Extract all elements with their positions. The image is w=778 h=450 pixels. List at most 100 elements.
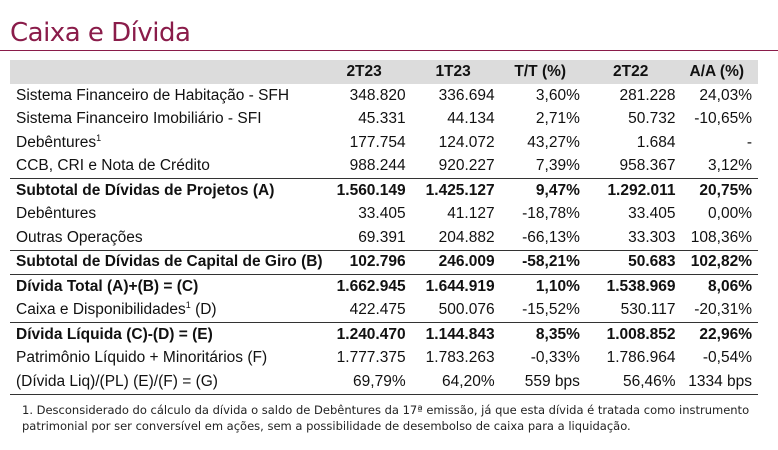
- row-label-text: Dívida Total (A)+(B) = (C): [16, 277, 199, 295]
- cell-aa: -20,31%: [694, 301, 752, 319]
- cell-aa: 24,03%: [699, 86, 752, 104]
- cell-tt: 2,71%: [535, 110, 580, 128]
- row-label-text: Sistema Financeiro Imobiliário - SFI: [16, 110, 262, 128]
- cell-aa: -: [746, 133, 752, 151]
- header-aa: A/A (%): [681, 60, 758, 84]
- cell-tt: -0,33%: [530, 349, 580, 367]
- cell-2t22: 281.228: [619, 86, 676, 104]
- cell-2t23: 988.244: [349, 157, 406, 175]
- table-row: Subtotal de Dívidas de Projetos (A) 1.560…: [10, 178, 758, 203]
- row-label-suffix: (D): [190, 301, 217, 319]
- cell-aa: 22,96%: [681, 322, 758, 347]
- row-label-text: Debêntures: [16, 205, 97, 223]
- row-label-text: Caixa e Disponibilidades: [16, 301, 186, 319]
- cell-1t23: 920.227: [438, 157, 495, 175]
- row-label-text: Debêntures: [16, 133, 97, 151]
- debt-table: 2T23 1T23 T/T (%) 2T22 A/A (%) Sistema F…: [10, 60, 758, 395]
- cell-1t23: 41.127: [447, 205, 495, 223]
- cell-2t22: 1.008.852: [585, 322, 682, 347]
- table-row: Sistema Financeiro Imobiliário - SFI 45.3…: [10, 108, 758, 132]
- table-row: Dívida Total (A)+(B) = (C) 1.662.945 1.644…: [10, 274, 758, 299]
- cell-tt: -18,78%: [522, 205, 580, 223]
- cell-2t22: 33.303: [628, 228, 676, 246]
- table-row: Caixa e Disponibilidades1 (D) 422.475 500.…: [10, 299, 758, 323]
- cell-1t23: 124.072: [438, 133, 495, 151]
- footnote-marker: 1: [185, 300, 191, 311]
- cell-2t22: 1.684: [636, 133, 676, 151]
- cell-aa: 3,12%: [708, 157, 752, 175]
- row-label: Debêntures1: [10, 131, 323, 155]
- cell-aa: -10,65%: [694, 110, 752, 128]
- row-label: Sistema Financeiro Imobiliário - SFI: [10, 108, 323, 132]
- cell-2t23: 69,79%: [322, 370, 412, 395]
- cell-2t22: 50.683: [585, 249, 682, 275]
- row-label-text: Subtotal de Dívidas de Capital de Giro (…: [16, 253, 323, 271]
- row-label-text: CCB, CRI e Nota de Crédito: [16, 157, 210, 175]
- page-title: Caixa e Dívida: [10, 18, 191, 48]
- cell-aa: -0,54%: [702, 349, 752, 367]
- cell-2t23: 1.240.470: [322, 322, 412, 347]
- row-label: Subtotal de Dívidas de Capital de Giro (…: [10, 249, 323, 275]
- cell-1t23: 1.425.127: [411, 178, 501, 203]
- table-body: Sistema Financeiro de Habitação - SFH 348…: [10, 84, 758, 395]
- cell-1t23: 336.694: [438, 86, 495, 104]
- cell-2t23: 1.662.945: [322, 274, 412, 299]
- cell-1t23: 1.144.843: [411, 322, 501, 347]
- cell-tt: -66,13%: [522, 228, 580, 246]
- cell-2t23: 45.331: [358, 110, 406, 128]
- cell-tt: 8,35%: [500, 322, 586, 347]
- cell-tt: -15,52%: [522, 301, 580, 319]
- row-label: Outras Operações: [10, 226, 323, 250]
- cell-2t22: 56,46%: [585, 370, 682, 395]
- table-row: Sistema Financeiro de Habitação - SFH 348…: [10, 84, 758, 108]
- cell-tt: 559 bps: [500, 370, 586, 395]
- row-label-text: Dívida Líquida (C)-(D) = (E): [16, 325, 213, 343]
- cell-tt: -58,21%: [500, 249, 586, 275]
- cell-aa: 8,06%: [681, 274, 758, 299]
- cell-tt: 1,10%: [500, 274, 586, 299]
- cell-aa: 0,00%: [708, 205, 752, 223]
- cell-aa: 108,36%: [690, 228, 752, 246]
- header-label: [10, 60, 323, 84]
- cell-aa: 102,82%: [681, 249, 758, 275]
- table-row: Debêntures1 177.754 124.072 43,27% 1.684 -: [10, 131, 758, 155]
- row-label: Dívida Total (A)+(B) = (C): [10, 274, 323, 299]
- row-label: Subtotal de Dívidas de Projetos (A): [10, 178, 323, 203]
- footnote-marker: 1: [96, 132, 102, 143]
- table-row: CCB, CRI e Nota de Crédito 988.244 920.227…: [10, 155, 758, 179]
- row-label: Dívida Líquida (C)-(D) = (E): [10, 322, 323, 347]
- cell-1t23: 500.076: [438, 301, 495, 319]
- footnote: 1. Desconsiderado do cálculo da dívida o…: [22, 403, 750, 433]
- table-row: Patrimônio Líquido + Minoritários (F) 1.7…: [10, 347, 758, 371]
- table-row: Subtotal de Dívidas de Capital de Giro (…: [10, 249, 758, 275]
- row-label: (Dívida Liq)/(PL) (E)/(F) = (G): [10, 370, 323, 395]
- cell-2t23: 102.796: [322, 249, 412, 275]
- table-row: (Dívida Liq)/(PL) (E)/(F) = (G) 69,79% 64,…: [10, 370, 758, 395]
- row-label: Patrimônio Líquido + Minoritários (F): [10, 347, 323, 371]
- table-row: Debêntures 33.405 41.127 -18,78% 33.405 0,00%: [10, 203, 758, 227]
- cell-2t22: 33.405: [628, 205, 676, 223]
- table-row: Dívida Líquida (C)-(D) = (E) 1.240.470 1.1…: [10, 322, 758, 347]
- cell-1t23: 64,20%: [411, 370, 501, 395]
- row-label-text: Patrimônio Líquido + Minoritários (F): [16, 349, 268, 367]
- row-label: Caixa e Disponibilidades1 (D): [10, 299, 323, 323]
- cell-2t23: 69.391: [358, 228, 406, 246]
- title-divider: [0, 50, 778, 51]
- cell-tt: 43,27%: [527, 133, 580, 151]
- row-label-text: Sistema Financeiro de Habitação - SFH: [16, 86, 290, 104]
- cell-2t22: 1.292.011: [585, 178, 682, 203]
- header-2t22: 2T22: [585, 60, 682, 84]
- cell-2t23: 422.475: [349, 301, 406, 319]
- header-2t23: 2T23: [322, 60, 412, 84]
- cell-2t23: 33.405: [358, 205, 406, 223]
- cell-2t23: 1.777.375: [336, 349, 406, 367]
- table-row: Outras Operações 69.391 204.882 -66,13% 33.3…: [10, 226, 758, 250]
- cell-2t23: 348.820: [349, 86, 406, 104]
- cell-2t22: 1.538.969: [585, 274, 682, 299]
- cell-1t23: 1.783.263: [425, 349, 495, 367]
- table-header-row: 2T23 1T23 T/T (%) 2T22 A/A (%): [10, 60, 758, 84]
- cell-aa: 1334 bps: [681, 370, 758, 395]
- row-label: Sistema Financeiro de Habitação - SFH: [10, 84, 323, 108]
- cell-1t23: 1.644.919: [411, 274, 501, 299]
- cell-2t23: 177.754: [349, 133, 406, 151]
